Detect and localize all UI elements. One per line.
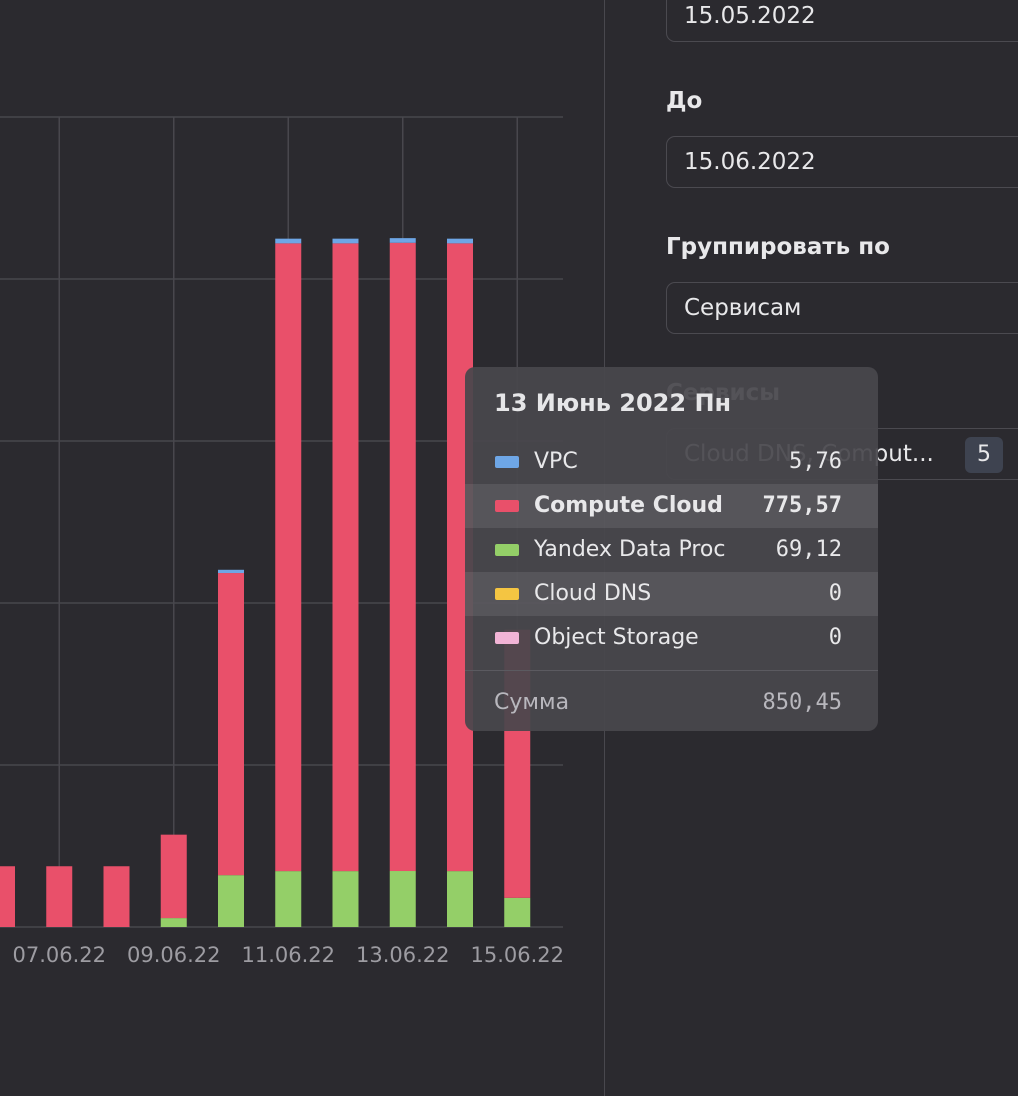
x-tick-label: 11.06.22 xyxy=(241,943,335,967)
x-tick-label: 13.06.22 xyxy=(356,943,450,967)
tooltip-row: VPC 5,76 xyxy=(465,440,878,484)
tooltip-row: Cloud DNS 0 xyxy=(465,572,878,616)
bar-segment xyxy=(447,238,473,244)
bar-segment xyxy=(103,866,130,927)
legend-swatch xyxy=(495,500,519,512)
bar-segment xyxy=(389,871,416,927)
bar-segment xyxy=(447,871,473,927)
legend-swatch xyxy=(495,456,519,468)
to-label: До xyxy=(666,88,703,114)
legend-name: Yandex Data Proc xyxy=(534,537,726,562)
bar-segment xyxy=(275,243,302,872)
total-name: Сумма xyxy=(494,690,570,715)
bar-segment xyxy=(389,238,416,243)
tooltip-row: Object Storage 0 xyxy=(465,616,878,660)
legend-swatch xyxy=(495,632,519,644)
date-to-input[interactable]: 15.06.2022 xyxy=(666,136,1018,188)
legend-swatch xyxy=(495,544,519,556)
tooltip-value: 5,76 xyxy=(789,449,842,474)
group-label: Группировать по xyxy=(666,234,890,260)
bar-segment xyxy=(275,238,302,244)
bar-segment xyxy=(160,918,187,927)
bar-segment xyxy=(46,866,73,927)
x-tick-label: 15.06.22 xyxy=(470,943,564,967)
bar-segment xyxy=(332,871,359,927)
legend-name: Cloud DNS xyxy=(534,581,652,606)
bar-segment xyxy=(218,573,244,876)
bar-segment xyxy=(504,897,531,927)
total-value: 850,45 xyxy=(762,690,842,715)
bar-segment xyxy=(389,242,416,872)
tooltip-title: 13 Июнь 2022 Пн xyxy=(494,389,732,417)
bar-segment xyxy=(332,243,359,872)
tooltip-row: Compute Cloud 775,57 xyxy=(465,484,878,528)
bar-segment xyxy=(160,834,187,919)
tooltip-separator xyxy=(465,670,878,671)
legend-name: VPC xyxy=(534,449,578,474)
chart: 07.06.22 09.06.22 11.06.22 13.06.22 15.06.22 xyxy=(0,116,564,967)
bar-segment xyxy=(0,866,15,927)
bar-segment xyxy=(332,238,359,244)
services-count: 5 xyxy=(965,437,1003,473)
tooltip: 13 Июнь 2022 Пн Сумма 850,45 VPC 5,76 Comp… xyxy=(465,367,878,731)
tooltip-total: Сумма 850,45 xyxy=(465,681,878,725)
group-select[interactable]: Сервисам xyxy=(666,282,1018,334)
x-tick-label: 09.06.22 xyxy=(127,943,221,967)
tooltip-value: 69,12 xyxy=(775,537,842,562)
tooltip-value: 0 xyxy=(828,581,842,606)
x-tick-label: 07.06.22 xyxy=(12,943,106,967)
legend-name: Object Storage xyxy=(534,625,699,650)
bar-segment xyxy=(218,569,244,574)
date-from-input[interactable]: 15.05.2022 xyxy=(666,0,1018,42)
legend-name: Compute Cloud xyxy=(534,493,723,518)
tooltip-row: Yandex Data Proc 69,12 xyxy=(465,528,878,572)
bar-segment xyxy=(275,871,302,927)
tooltip-value: 0 xyxy=(828,625,842,650)
bar-segment xyxy=(218,875,244,927)
tooltip-value: 775,57 xyxy=(762,493,842,518)
legend-swatch xyxy=(495,588,519,600)
